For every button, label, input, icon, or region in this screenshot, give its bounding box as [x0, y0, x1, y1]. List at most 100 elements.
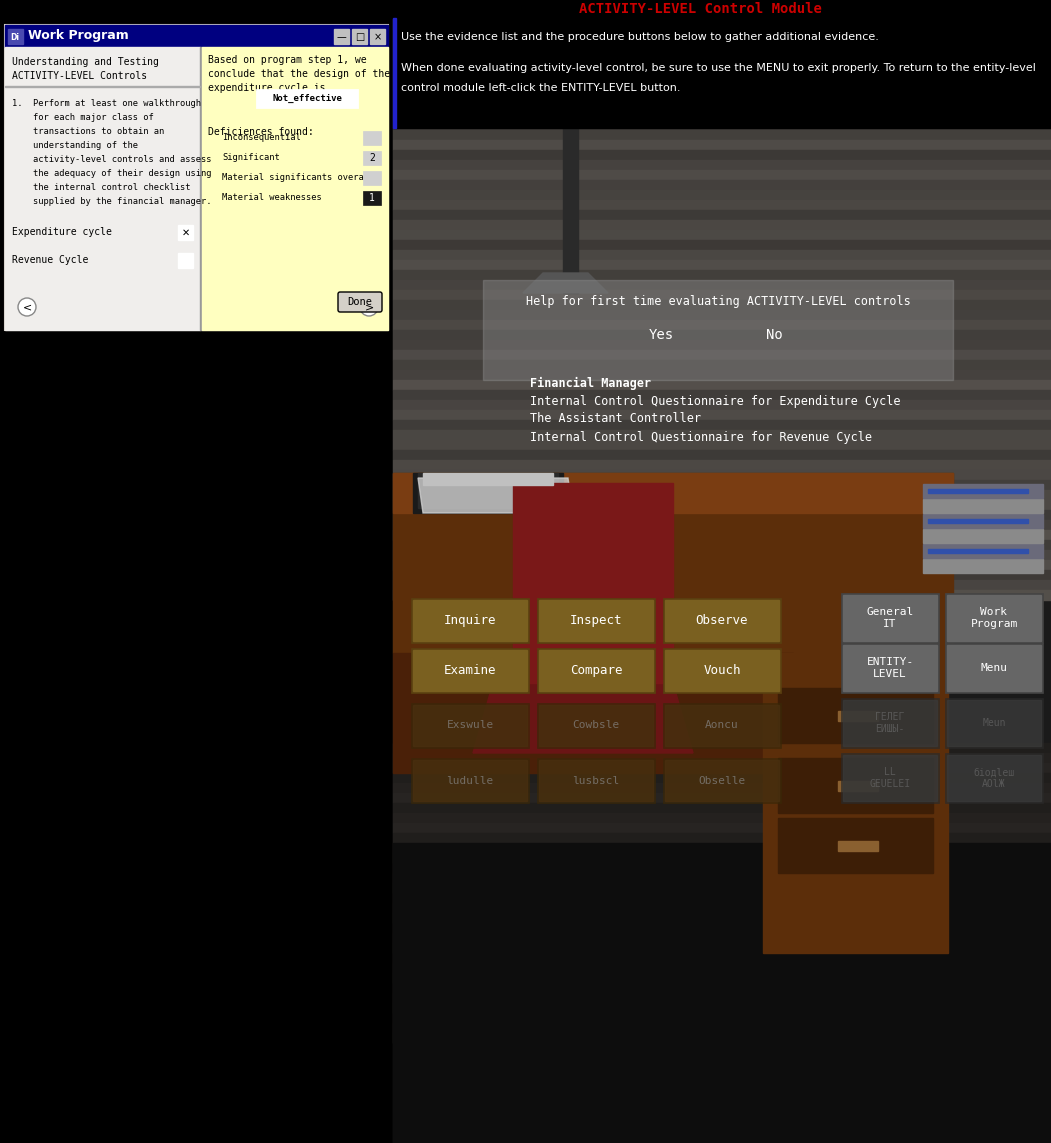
Bar — [413, 650, 527, 692]
Bar — [393, 753, 1051, 764]
Text: Work Program: Work Program — [28, 30, 129, 42]
Bar — [843, 700, 937, 746]
Text: Material weaknesses: Material weaknesses — [222, 192, 322, 201]
Text: General
IT: General IT — [866, 607, 913, 629]
Text: Material significants overall: Material significants overall — [222, 173, 374, 182]
Bar — [393, 804, 1051, 813]
Text: Inquire: Inquire — [444, 614, 496, 628]
Bar — [923, 499, 1043, 513]
Bar — [411, 758, 529, 804]
Bar — [393, 179, 1051, 190]
Bar — [393, 419, 1051, 430]
Bar — [393, 270, 1051, 280]
Bar — [393, 953, 1051, 964]
Bar — [393, 653, 794, 773]
Text: conclude that the design of the: conclude that the design of the — [208, 69, 390, 79]
Text: Financial Manager: Financial Manager — [530, 376, 652, 390]
Bar — [778, 758, 933, 813]
Bar — [393, 130, 1051, 139]
Bar — [363, 171, 382, 185]
Bar — [763, 653, 948, 953]
Text: transactions to obtain an: transactions to obtain an — [12, 127, 164, 136]
Bar — [393, 400, 1051, 410]
Text: ×: × — [373, 32, 382, 42]
Text: Exswule: Exswule — [447, 720, 494, 730]
Bar — [923, 514, 1043, 528]
Bar — [537, 703, 655, 748]
Bar — [947, 700, 1040, 746]
Bar — [947, 645, 1040, 692]
Bar — [928, 489, 1028, 493]
Text: When done evaluating activity-level control, be sure to use the MENU to exit pro: When done evaluating activity-level cont… — [401, 63, 1036, 73]
Text: 1.  Perform at least one walkthrough: 1. Perform at least one walkthrough — [12, 99, 201, 107]
Bar — [413, 705, 527, 746]
FancyBboxPatch shape — [338, 291, 382, 312]
Text: No: No — [766, 328, 783, 342]
Bar — [393, 450, 1051, 459]
Bar — [393, 250, 1051, 259]
Bar — [923, 544, 1043, 558]
Bar — [393, 470, 1051, 480]
Text: Vouch: Vouch — [703, 664, 741, 677]
Bar — [393, 580, 1051, 590]
Bar — [393, 19, 1051, 30]
Bar — [483, 280, 953, 379]
Bar — [393, 473, 953, 513]
Bar — [843, 596, 937, 641]
Bar — [393, 30, 1051, 40]
Bar — [393, 390, 1051, 400]
Text: Cowbsle: Cowbsle — [573, 720, 620, 730]
Bar — [393, 983, 1051, 993]
Bar — [393, 844, 1051, 1143]
Bar — [393, 499, 1051, 510]
Bar — [663, 703, 781, 748]
Bar — [947, 756, 1040, 801]
Text: Yes: Yes — [650, 328, 674, 342]
Text: the adequacy of their design using: the adequacy of their design using — [12, 169, 211, 178]
Text: Deficiences found:: Deficiences found: — [208, 127, 314, 137]
Bar — [665, 650, 779, 692]
Bar — [393, 80, 1051, 90]
Bar — [393, 210, 1051, 219]
Text: Not_effective: Not_effective — [272, 94, 342, 103]
Bar — [393, 773, 1051, 783]
Bar — [841, 753, 939, 804]
Bar — [393, 560, 1051, 570]
Bar — [778, 688, 933, 743]
Bar — [363, 151, 382, 165]
Bar — [838, 711, 878, 721]
Bar — [393, 290, 1051, 299]
Bar — [945, 644, 1043, 693]
Bar — [923, 529, 1043, 543]
Text: Based on program step 1, we: Based on program step 1, we — [208, 55, 367, 65]
Bar — [393, 1013, 1051, 1023]
Bar — [393, 310, 1051, 320]
Bar — [393, 764, 1051, 773]
Bar — [393, 350, 1051, 360]
Bar — [393, 1023, 1051, 1033]
Text: ✕: ✕ — [182, 227, 189, 238]
Bar — [663, 648, 781, 693]
Bar — [841, 698, 939, 748]
Bar — [413, 600, 527, 641]
Bar — [663, 758, 781, 804]
Bar — [393, 0, 1051, 1143]
Polygon shape — [418, 478, 573, 513]
Circle shape — [18, 298, 36, 315]
Bar — [363, 131, 382, 145]
Bar — [5, 86, 200, 87]
Bar — [539, 600, 653, 641]
Text: supplied by the financial manager.: supplied by the financial manager. — [12, 197, 211, 206]
Bar — [393, 530, 1051, 539]
Bar — [393, 330, 1051, 339]
Bar — [838, 781, 878, 791]
Text: Obselle: Obselle — [698, 775, 745, 785]
Text: >: > — [365, 302, 373, 312]
Bar — [393, 520, 1051, 530]
Text: the internal control checklist: the internal control checklist — [12, 183, 190, 192]
Bar — [539, 760, 653, 801]
Bar — [411, 598, 529, 644]
Text: ludulle: ludulle — [447, 775, 494, 785]
Text: Internal Control Questionnaire for Expenditure Cycle: Internal Control Questionnaire for Expen… — [530, 394, 901, 408]
Bar — [393, 259, 1051, 270]
